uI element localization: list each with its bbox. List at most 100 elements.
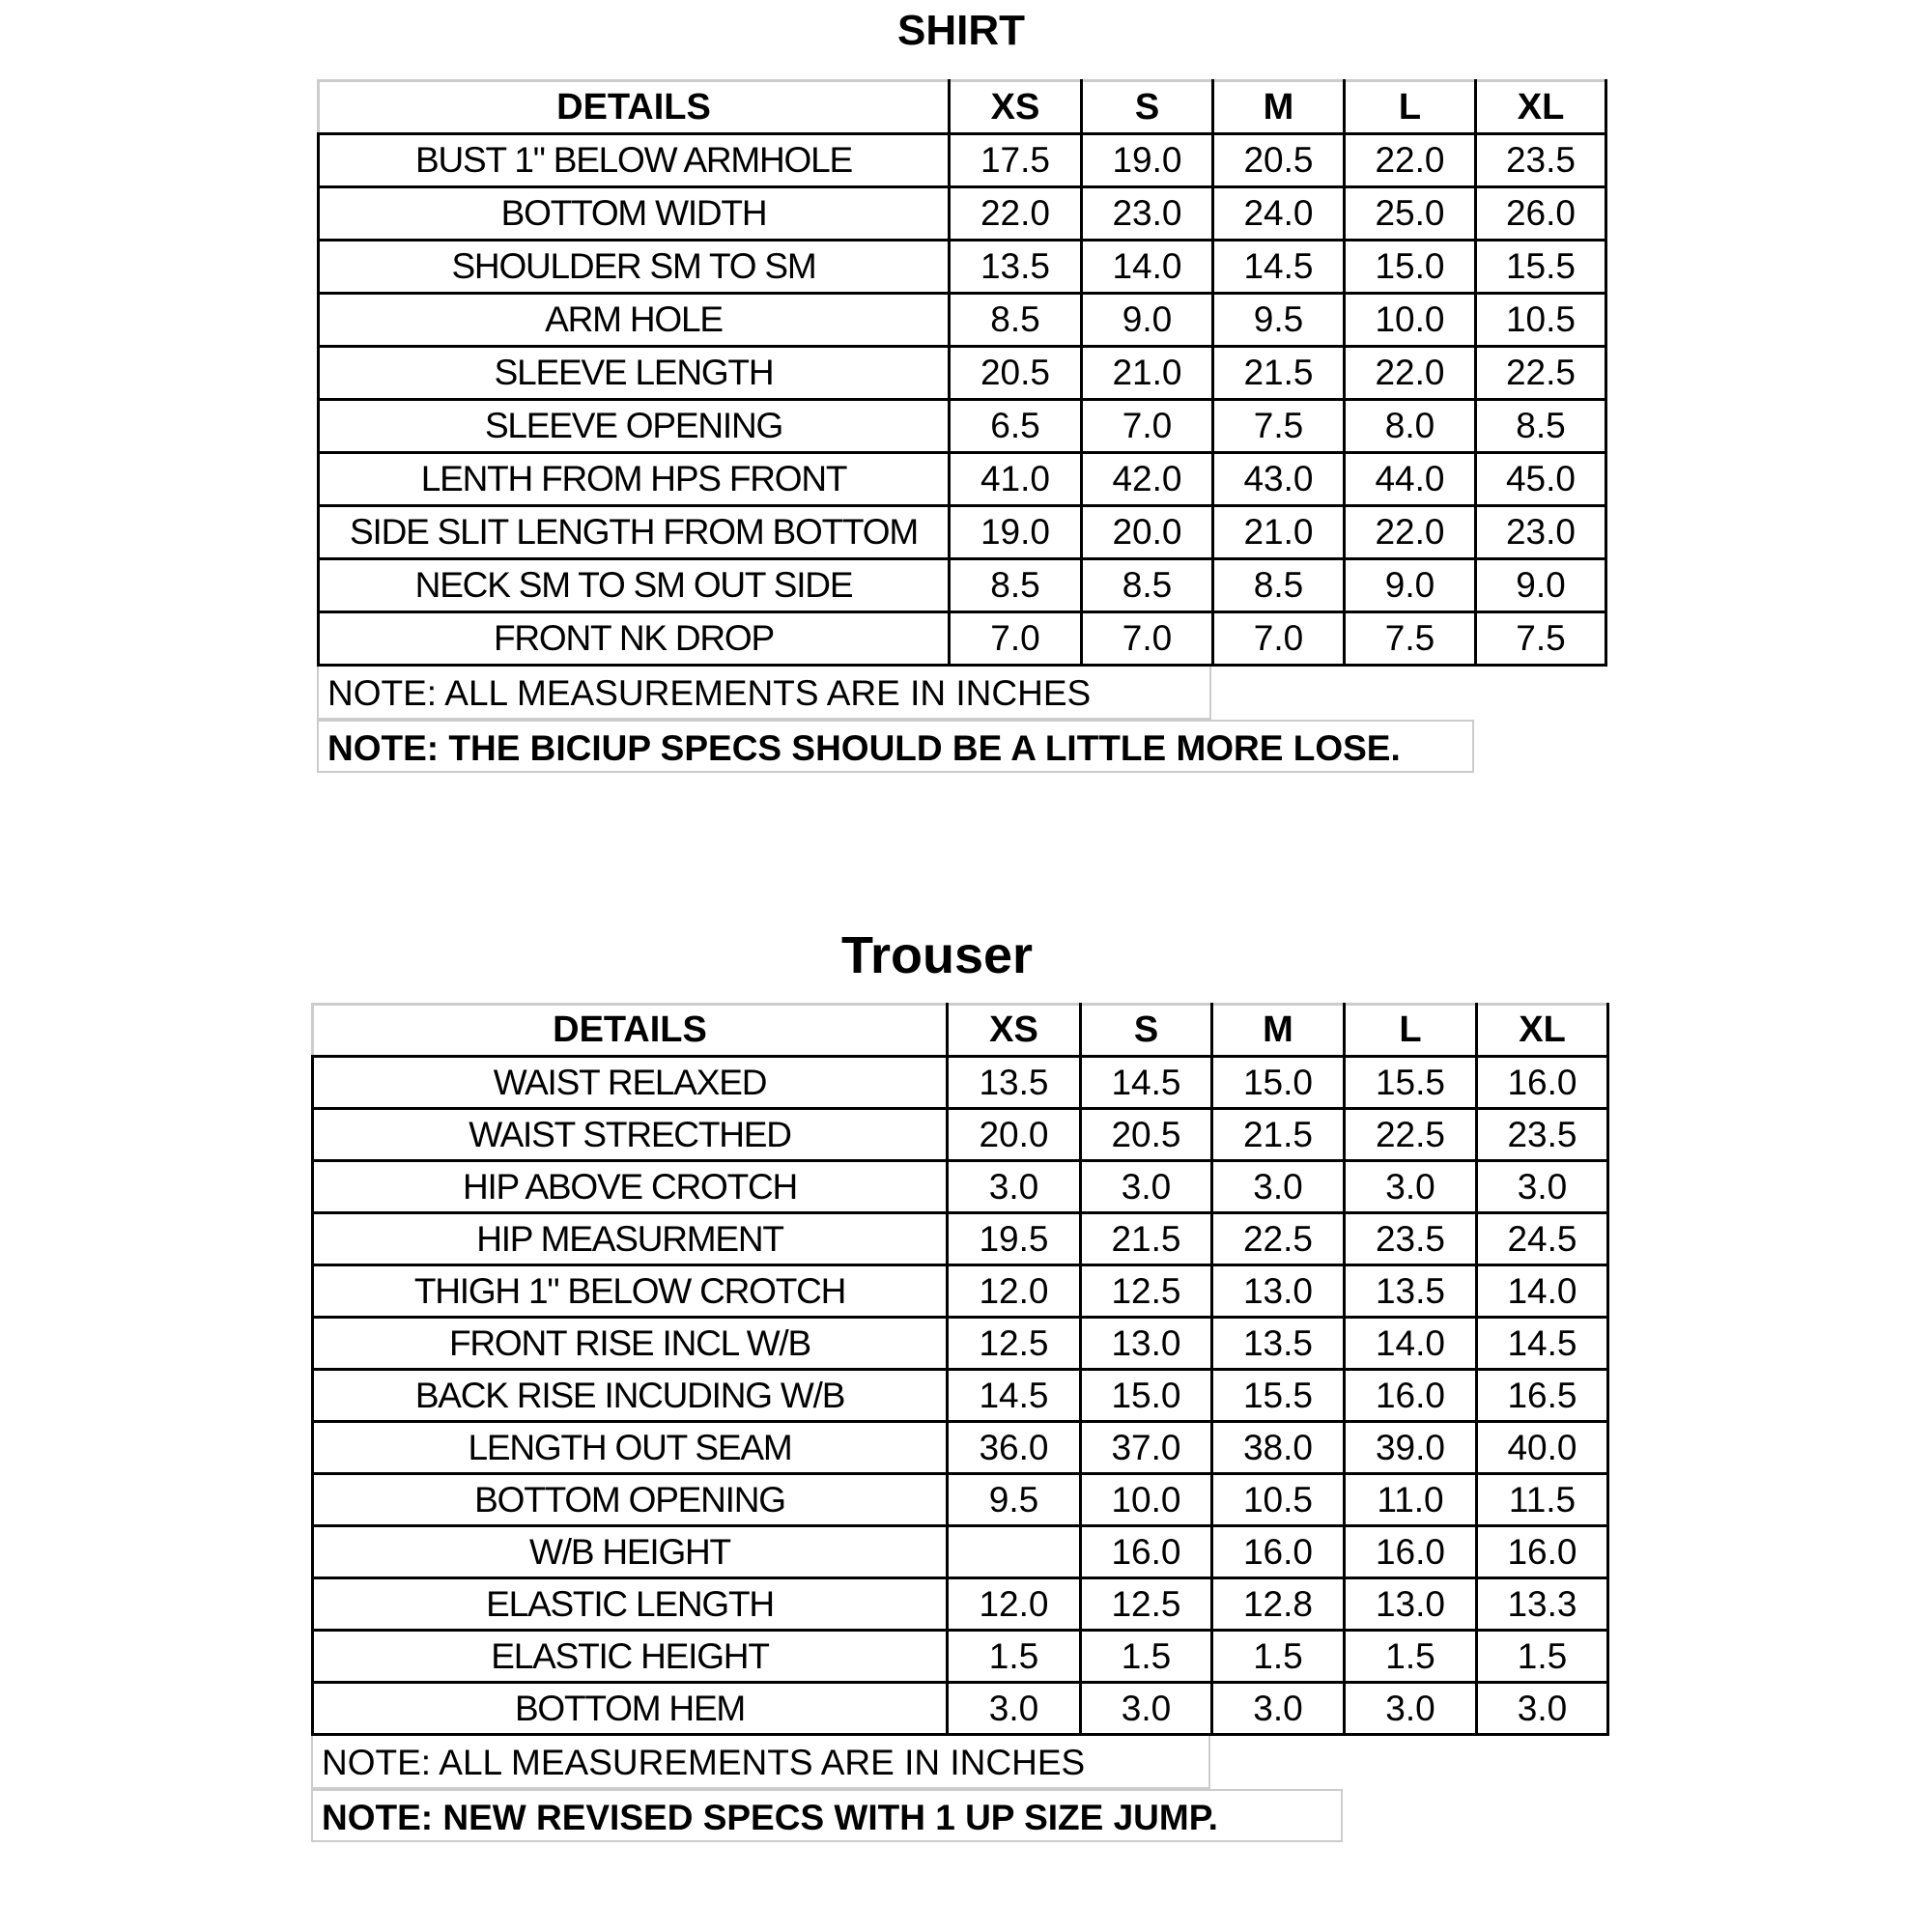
measurement-value: 25.0 [1343,185,1477,242]
measurement-value: 38.0 [1210,1420,1346,1475]
measurement-value: 10.0 [1343,292,1477,348]
measurement-value: 20.0 [946,1107,1082,1162]
measurement-value: 23.0 [1080,185,1214,242]
measurement-value: 12.8 [1210,1577,1346,1632]
header-row: DETAILS XS S M L XL [317,79,1607,135]
measurement-value: 3.0 [946,1159,1082,1214]
table-row: BUST 1" BELOW ARMHOLE 17.5 19.0 20.5 22.0 23.… [317,132,1607,188]
header-size: L [1343,79,1477,135]
trouser-spec-table: DETAILS XS S M L XL WAIST RELAXED 13.5 14.5 15.0 1… [311,1003,1609,1736]
table-row: LENTH FROM HPS FRONT 41.0 42.0 43.0 44.0 45.0 [317,451,1607,507]
header-size: XS [946,1003,1082,1058]
header-size: XL [1474,79,1607,135]
measurement-value: 12.5 [946,1316,1082,1371]
trouser-title: Trouser [840,926,1034,984]
trouser-section: DETAILS XS S M L XL WAIST RELAXED 13.5 14.5 15.0 1… [311,1003,1609,1842]
measurement-value: 14.0 [1343,1316,1478,1371]
measurement-value: 7.0 [948,611,1083,667]
table-row: LENGTH OUT SEAM 36.0 37.0 38.0 39.0 40.0 [311,1420,1609,1475]
measurement-value: 11.0 [1343,1472,1478,1527]
measurement-value: 14.5 [1211,239,1346,295]
measurement-value: 1.5 [946,1629,1082,1684]
measurement-value: 3.0 [1079,1159,1213,1214]
measurement-value: 3.0 [1210,1681,1346,1736]
header-row: DETAILS XS S M L XL [311,1003,1609,1058]
measurement-value: 3.0 [946,1681,1082,1736]
table-row: FRONT RISE INCL W/B 12.5 13.0 13.5 14.0 14.5 [311,1316,1609,1371]
measurement-label: HIP MEASURMENT [311,1211,949,1266]
measurement-value: 10.0 [1079,1472,1213,1527]
measurement-value: 3.0 [1343,1681,1478,1736]
table-row: ELASTIC HEIGHT 1.5 1.5 1.5 1.5 1.5 [311,1629,1609,1684]
measurement-label: BOTTOM WIDTH [317,185,951,242]
measurement-value: 22.0 [1343,504,1477,560]
measurement-value: 19.0 [948,504,1083,560]
measurement-value: 9.0 [1474,557,1607,613]
table-row: BOTTOM OPENING 9.5 10.0 10.5 11.0 11.5 [311,1472,1609,1527]
measurement-value: 16.0 [1475,1055,1609,1110]
measurement-value: 13.0 [1343,1577,1478,1632]
measurement-value: 23.0 [1474,504,1607,560]
table-row: BOTTOM WIDTH 22.0 23.0 24.0 25.0 26.0 [317,185,1607,242]
measurement-value: 41.0 [948,451,1083,507]
measurement-value: 1.5 [1079,1629,1213,1684]
measurement-label: ELASTIC HEIGHT [311,1629,949,1684]
measurement-value: 16.0 [1475,1524,1609,1579]
measurement-value: 22.5 [1474,345,1607,401]
measurement-value: 13.0 [1079,1316,1213,1371]
measurement-value: 10.5 [1210,1472,1346,1527]
measurement-value: 10.5 [1474,292,1607,348]
table-row: ARM HOLE 8.5 9.0 9.5 10.0 10.5 [317,292,1607,348]
trouser-note-revised: NOTE: NEW REVISED SPECS WITH 1 UP SIZE J… [311,1789,1343,1842]
measurement-value: 23.5 [1343,1211,1478,1266]
header-size: M [1211,79,1346,135]
measurement-value: 3.0 [1210,1159,1346,1214]
measurement-label: LENGTH OUT SEAM [311,1420,949,1475]
table-row: NECK SM TO SM OUT SIDE 8.5 8.5 8.5 9.0 9.0 [317,557,1607,613]
measurement-value: 16.0 [1079,1524,1213,1579]
table-row: HIP ABOVE CROTCH 3.0 3.0 3.0 3.0 3.0 [311,1159,1609,1214]
measurement-value: 1.5 [1475,1629,1609,1684]
table-row: ELASTIC LENGTH 12.0 12.5 12.8 13.0 13.3 [311,1577,1609,1632]
table-row: W/B HEIGHT 16.0 16.0 16.0 16.0 [311,1524,1609,1579]
measurement-value: 20.5 [948,345,1083,401]
table-row: FRONT NK DROP 7.0 7.0 7.0 7.5 7.5 [317,611,1607,667]
measurement-value: 9.5 [1211,292,1346,348]
measurement-value: 12.0 [946,1577,1082,1632]
measurement-value: 9.5 [946,1472,1082,1527]
measurement-value [946,1524,1082,1579]
measurement-label: SLEEVE OPENING [317,398,951,454]
measurement-value: 12.5 [1079,1264,1213,1319]
measurement-label: SIDE SLIT LENGTH FROM BOTTOM [317,504,951,560]
measurement-value: 16.0 [1343,1368,1478,1423]
measurement-value: 8.5 [1211,557,1346,613]
measurement-label: ARM HOLE [317,292,951,348]
measurement-value: 22.5 [1210,1211,1346,1266]
measurement-value: 13.5 [948,239,1083,295]
measurement-label: SLEEVE LENGTH [317,345,951,401]
measurement-value: 14.5 [946,1368,1082,1423]
measurement-value: 22.0 [1343,132,1477,188]
measurement-value: 14.0 [1080,239,1214,295]
shirt-note-bicep: NOTE: THE BICIUP SPECS SHOULD BE A LITTL… [317,720,1474,773]
measurement-value: 8.0 [1343,398,1477,454]
measurement-value: 23.5 [1474,132,1607,188]
measurement-value: 22.0 [948,185,1083,242]
measurement-value: 19.0 [1080,132,1214,188]
measurement-value: 13.5 [1210,1316,1346,1371]
header-details: DETAILS [311,1003,949,1058]
shirt-note-units: NOTE: ALL MEASUREMENTS ARE IN INCHES [317,667,1211,720]
table-row: SLEEVE OPENING 6.5 7.0 7.5 8.0 8.5 [317,398,1607,454]
measurement-value: 44.0 [1343,451,1477,507]
measurement-value: 19.5 [946,1211,1082,1266]
measurement-value: 14.0 [1475,1264,1609,1319]
measurement-value: 12.5 [1079,1577,1213,1632]
measurement-label: FRONT RISE INCL W/B [311,1316,949,1371]
measurement-value: 39.0 [1343,1420,1478,1475]
measurement-value: 7.5 [1211,398,1346,454]
measurement-value: 15.0 [1079,1368,1213,1423]
measurement-value: 21.5 [1211,345,1346,401]
measurement-value: 20.0 [1080,504,1214,560]
measurement-label: WAIST RELAXED [311,1055,949,1110]
measurement-value: 9.0 [1080,292,1214,348]
